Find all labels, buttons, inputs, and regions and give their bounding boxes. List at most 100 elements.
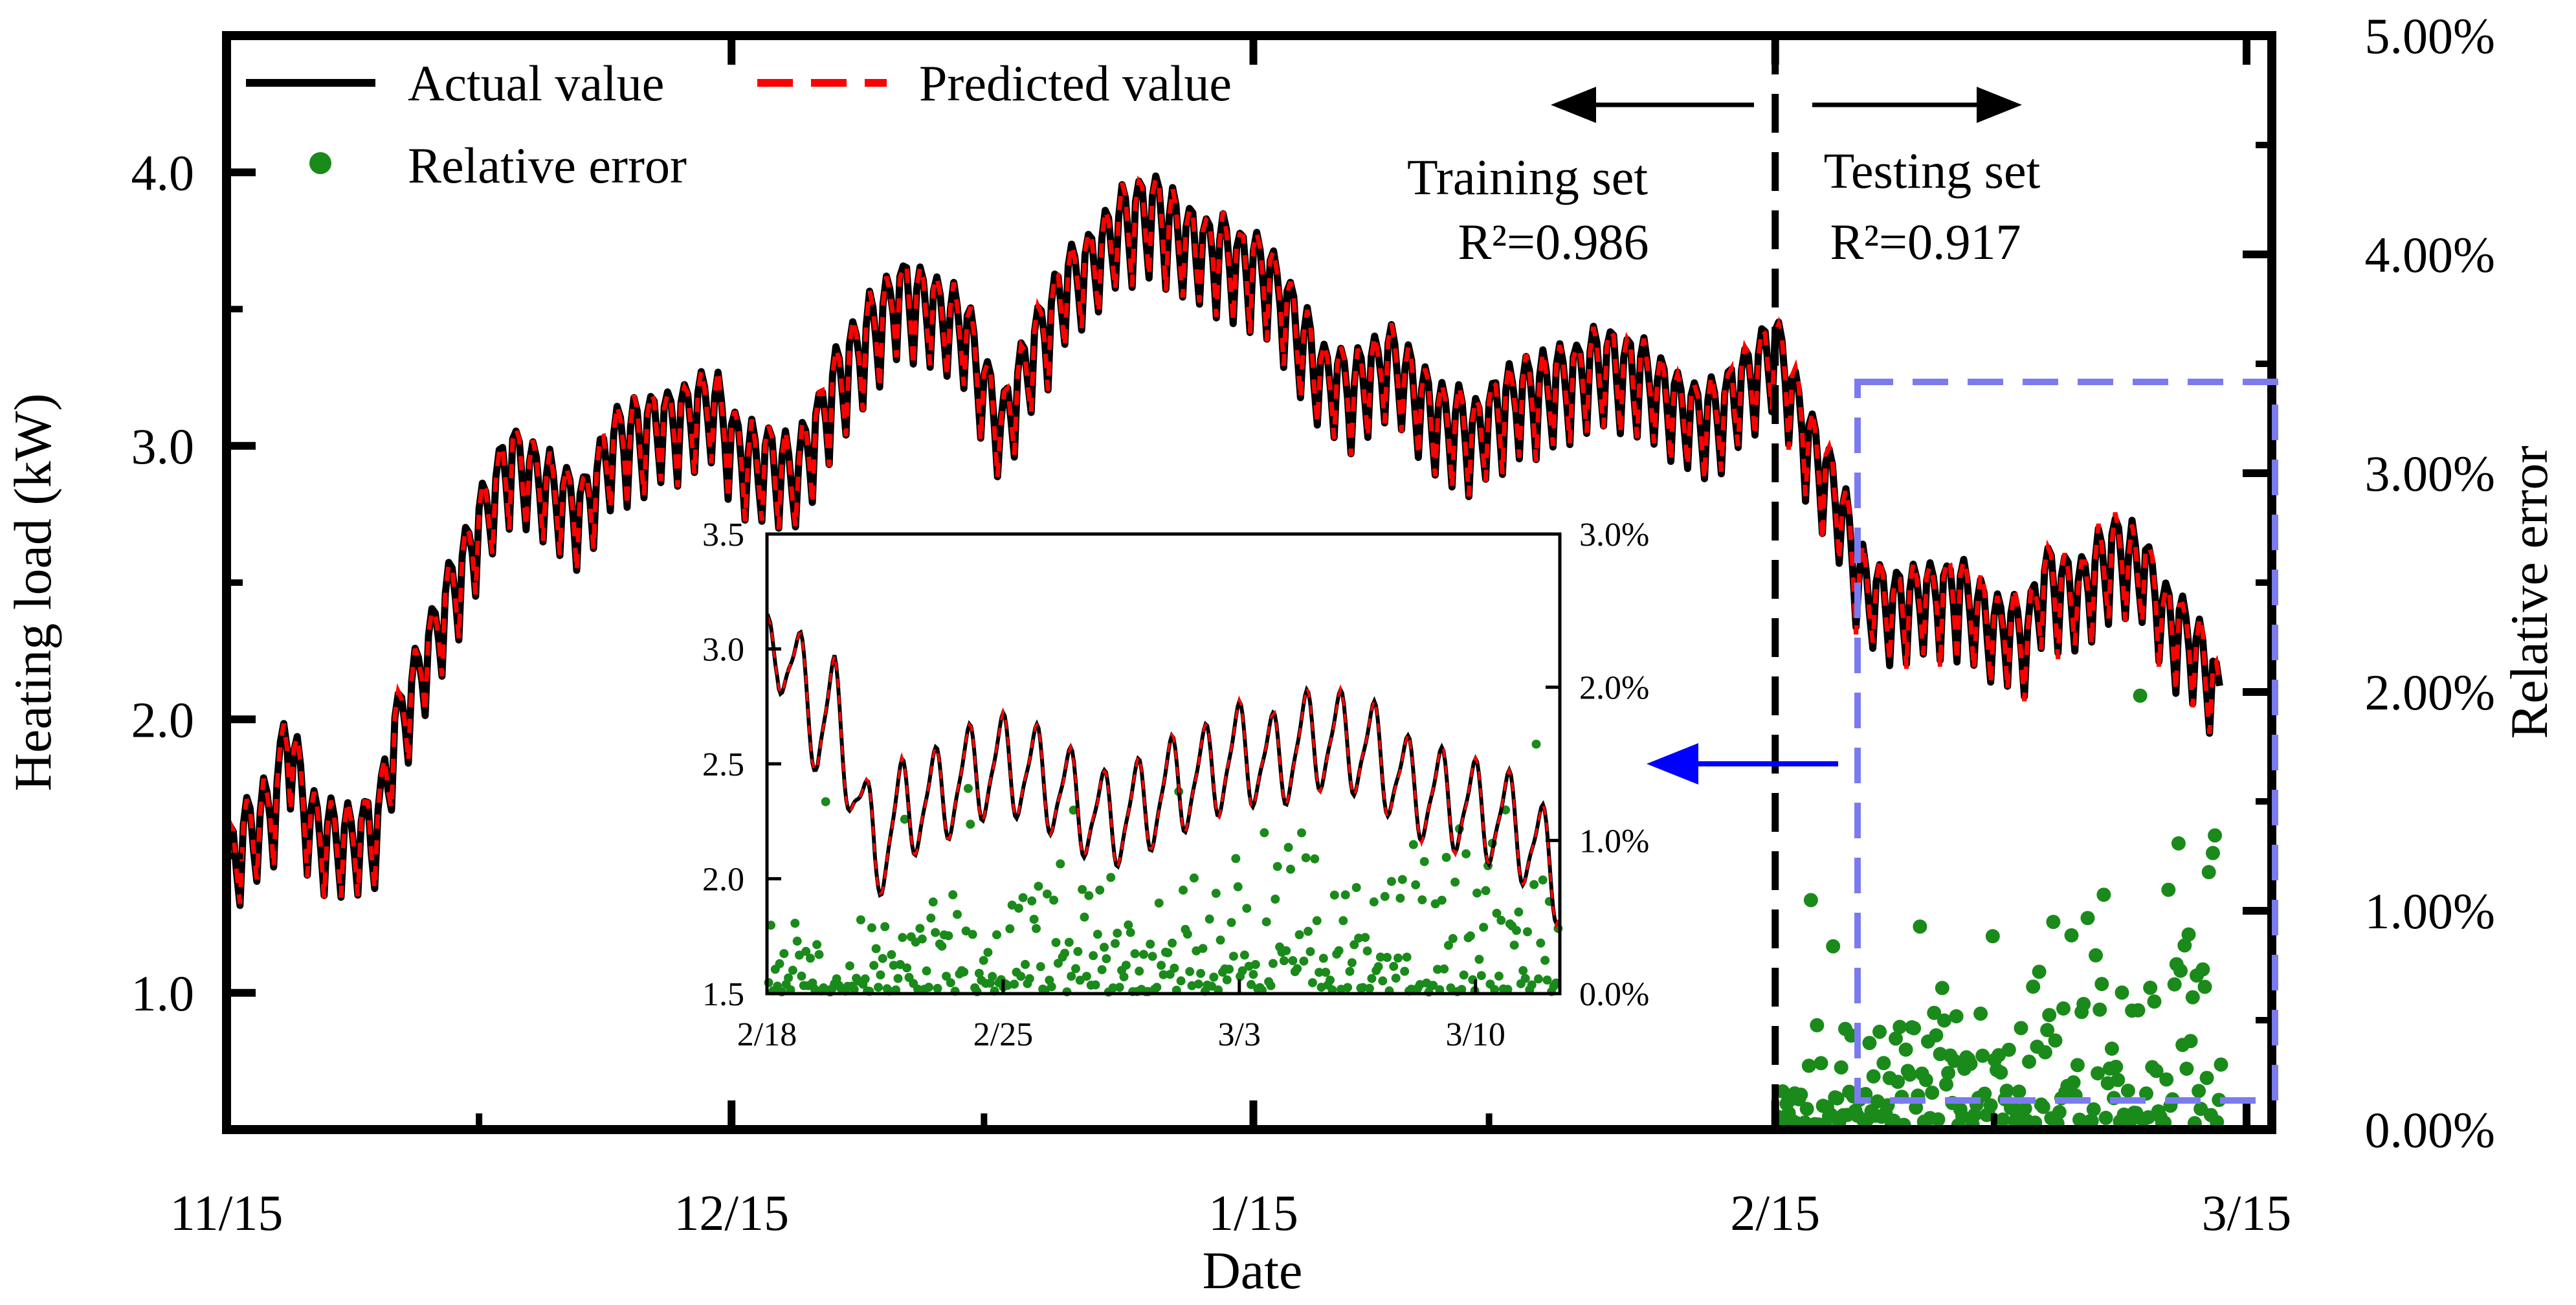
inset-error-point xyxy=(869,961,879,970)
relative-error-point xyxy=(1975,1048,1990,1063)
inset-error-point xyxy=(1523,927,1532,937)
relative-error-point xyxy=(1826,939,1841,954)
inset-y-right-tick-label: 0.0% xyxy=(1579,976,1649,1013)
relative-error-point xyxy=(2111,1073,2126,1088)
inset-y-left-tick-label: 3.0 xyxy=(702,632,744,669)
inset-error-point xyxy=(1176,976,1186,986)
relative-error-point xyxy=(1947,1053,1962,1068)
inset-error-point xyxy=(880,922,890,931)
inset-error-point xyxy=(1386,876,1396,886)
inset-error-point xyxy=(1286,864,1295,874)
relative-error-point xyxy=(1893,1020,1907,1034)
relative-error-point xyxy=(2179,1062,2194,1076)
inset-error-point xyxy=(1159,970,1168,979)
inset-error-point xyxy=(1343,983,1353,992)
inset-error-point xyxy=(1021,959,1030,969)
testing-r2-label: R²=0.917 xyxy=(1830,214,2021,270)
relative-error-point xyxy=(2093,1002,2107,1017)
inset-error-point xyxy=(821,797,830,807)
inset-error-point xyxy=(968,930,977,939)
inset-error-point xyxy=(1091,980,1100,990)
inset-error-point xyxy=(1095,886,1105,895)
inset-error-point xyxy=(915,924,925,933)
inset-error-point xyxy=(924,983,933,992)
inset-error-point xyxy=(1441,853,1451,862)
inset-error-point xyxy=(1075,976,1085,985)
inset-error-point xyxy=(1389,961,1399,971)
inset-error-point xyxy=(1207,981,1216,991)
y-axis-left-label: Heating load (kW) xyxy=(3,394,62,792)
inset-error-point xyxy=(1282,946,1291,955)
inset-error-point xyxy=(1268,959,1278,968)
inset-error-point xyxy=(1437,895,1447,905)
inset-error-point xyxy=(963,784,973,793)
relative-error-point xyxy=(1999,1084,2014,1098)
inset-error-point xyxy=(1304,926,1313,936)
inset-error-point xyxy=(1318,954,1328,963)
inset-error-point xyxy=(1362,946,1372,956)
inset-error-point xyxy=(1542,976,1552,985)
inset-error-point xyxy=(1179,886,1188,895)
inset-error-point xyxy=(1395,893,1405,903)
inset-error-point xyxy=(1056,859,1065,869)
inset-x-tick-label: 3/3 xyxy=(1218,1016,1261,1053)
inset-error-point xyxy=(1005,924,1015,933)
relative-error-point xyxy=(2181,927,2196,942)
inset-error-point xyxy=(1351,883,1361,893)
inset-predicted-line xyxy=(766,616,1560,930)
inset-error-point xyxy=(1222,975,1232,985)
inset-error-point xyxy=(806,954,815,963)
relative-error-point xyxy=(2048,1033,2063,1048)
relative-error-point xyxy=(1939,1077,1953,1092)
inset-error-point xyxy=(1430,899,1440,909)
inset-error-point xyxy=(900,814,909,824)
inset-error-point xyxy=(974,968,984,978)
relative-error-point xyxy=(2199,1071,2214,1086)
inset-error-point xyxy=(1329,890,1339,900)
inset-error-point xyxy=(1439,964,1449,974)
inset-error-point xyxy=(931,928,940,937)
y-axis-right-label: Relative error xyxy=(2500,445,2559,739)
inset-error-point xyxy=(1239,950,1249,960)
inset-error-point xyxy=(1194,979,1203,989)
legend-error-swatch xyxy=(309,152,331,174)
inset-error-point xyxy=(792,936,802,946)
inset-error-point xyxy=(1378,976,1388,986)
inset-error-point xyxy=(1042,889,1052,899)
relative-error-point xyxy=(1902,1067,1917,1082)
relative-error-point xyxy=(2040,1023,2055,1038)
inset-error-point xyxy=(1247,979,1256,989)
relative-error-point xyxy=(2183,1034,2198,1049)
inset-error-point xyxy=(1064,937,1074,947)
inset-error-point xyxy=(1227,918,1236,928)
inset-error-point xyxy=(953,909,962,919)
relative-error-point xyxy=(1925,1086,1940,1100)
inset-error-point xyxy=(1196,968,1206,978)
inset-error-point xyxy=(845,961,854,971)
inset-error-point xyxy=(1419,857,1429,866)
relative-error-point xyxy=(2208,828,2223,843)
relative-error-point xyxy=(1830,1091,1845,1106)
inset-error-point xyxy=(1036,962,1045,972)
inset-error-point xyxy=(1198,944,1208,954)
inset-y-right-tick-label: 1.0% xyxy=(1579,823,1649,860)
inset-error-point xyxy=(1014,904,1023,913)
x-tick-label: 2/15 xyxy=(1730,1185,1820,1241)
inset-error-point xyxy=(1448,933,1458,943)
y-left-tick-label: 1.0 xyxy=(131,965,195,1021)
inset-error-point xyxy=(893,974,903,983)
relative-error-point xyxy=(2197,979,2212,994)
legend-actual-label: Actual value xyxy=(408,55,664,111)
inset-error-point xyxy=(1326,976,1335,985)
inset-error-point xyxy=(1084,891,1094,900)
inset-error-point xyxy=(1108,983,1118,993)
inset-error-point xyxy=(1029,915,1039,924)
relative-error-point xyxy=(2120,1084,2135,1098)
inset-error-point xyxy=(1481,886,1491,895)
relative-error-point xyxy=(1937,1013,1951,1028)
inset-error-point xyxy=(788,965,797,975)
inset-error-point xyxy=(1272,862,1282,871)
relative-error-point xyxy=(2014,1021,2028,1036)
relative-error-point xyxy=(2012,1084,2026,1099)
